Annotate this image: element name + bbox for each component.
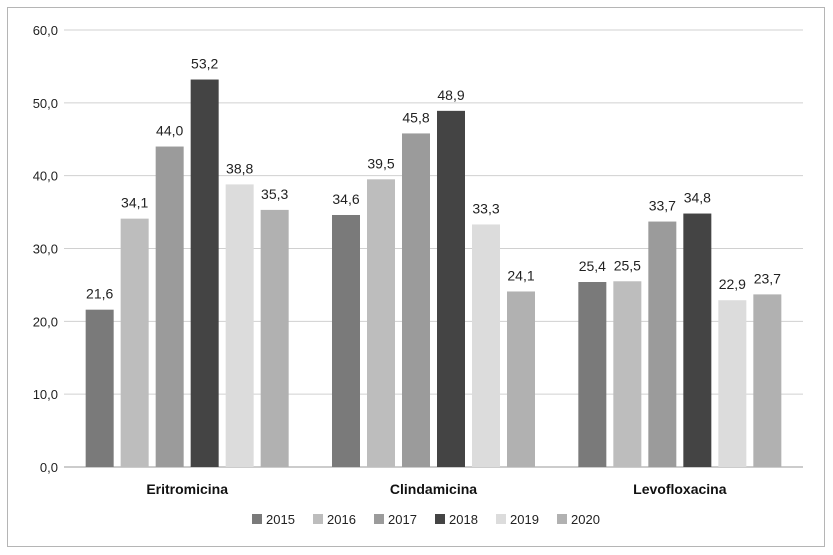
data-label: 24,1: [507, 267, 534, 283]
data-label: 34,8: [684, 190, 711, 206]
data-label: 34,6: [332, 191, 359, 207]
category-labels: Eritromicina Clindamicina Levofloxacina: [146, 481, 726, 497]
bar-2015-levofloxacina: [578, 282, 607, 467]
data-label: 35,3: [261, 186, 288, 202]
gridlines: [64, 29, 803, 468]
legend: 2015 2016 2017 2018 2019 2020: [252, 512, 600, 527]
data-label: 44,0: [156, 123, 183, 139]
y-axis-ticks: 0,0 10,0 20,0 30,0 40,0 50,0 60,0: [33, 23, 58, 475]
y-tick-label: 50,0: [33, 96, 58, 111]
category-label-levofloxacina: Levofloxacina: [633, 481, 727, 497]
legend-swatch-2015: [252, 514, 262, 524]
y-tick-label: 20,0: [33, 314, 58, 329]
bar-2017-levofloxacina: [648, 221, 677, 467]
data-label: 33,3: [472, 200, 499, 216]
legend-swatch-2020: [557, 514, 567, 524]
bar-2016-levofloxacina: [613, 281, 642, 467]
bar-2020-levofloxacina: [753, 294, 782, 467]
data-label: 34,1: [121, 195, 148, 211]
data-label: 53,2: [191, 56, 218, 72]
bar-2016-clindamicina: [367, 179, 395, 467]
legend-label-2015: 2015: [266, 512, 295, 527]
bar-2018-clindamicina: [437, 110, 465, 467]
y-tick-label: 10,0: [33, 387, 58, 402]
y-tick-label: 60,0: [33, 23, 58, 38]
data-label: 25,4: [579, 258, 606, 274]
legend-label-2019: 2019: [510, 512, 539, 527]
bar-2020-eritromicina: [260, 209, 289, 468]
bar-2020-clindamicina: [507, 291, 535, 467]
data-label: 48,9: [437, 87, 464, 103]
data-label: 33,7: [649, 198, 676, 214]
legend-label-2017: 2017: [388, 512, 417, 527]
y-tick-label: 40,0: [33, 169, 58, 184]
data-label: 22,9: [719, 276, 746, 292]
bar-2017-clindamicina: [402, 133, 430, 467]
legend-label-2016: 2016: [327, 512, 356, 527]
bar-2019-eritromicina: [225, 184, 254, 467]
bar-2019-clindamicina: [472, 224, 500, 467]
bar-2016-eritromicina: [120, 218, 149, 467]
legend-label-2018: 2018: [449, 512, 478, 527]
data-label: 23,7: [754, 270, 781, 286]
data-label: 25,5: [614, 257, 641, 273]
bar-2018-eritromicina: [190, 79, 219, 467]
bar-2018-levofloxacina: [683, 213, 712, 467]
legend-swatch-2017: [374, 514, 384, 524]
legend-swatch-2019: [496, 514, 506, 524]
legend-swatch-2016: [313, 514, 323, 524]
category-label-clindamicina: Clindamicina: [390, 481, 477, 497]
data-label: 45,8: [402, 109, 429, 125]
bar-2015-clindamicina: [332, 214, 360, 467]
y-tick-label: 0,0: [40, 460, 58, 475]
category-label-eritromicina: Eritromicina: [146, 481, 228, 497]
y-tick-label: 30,0: [33, 242, 58, 257]
data-label: 21,6: [86, 286, 113, 302]
legend-label-2020: 2020: [571, 512, 600, 527]
data-label: 39,5: [367, 155, 394, 171]
legend-swatch-2018: [435, 514, 445, 524]
bar-2019-levofloxacina: [718, 300, 747, 467]
data-labels: 21,6 34,1 44,0 53,2 38,8 35,3 34,6 39,5 45,8 48,9…: [86, 56, 781, 302]
bar-2017-eritromicina: [155, 146, 184, 468]
bars: [85, 79, 782, 468]
data-label: 38,8: [226, 160, 253, 176]
bar-2015-eritromicina: [85, 309, 114, 467]
